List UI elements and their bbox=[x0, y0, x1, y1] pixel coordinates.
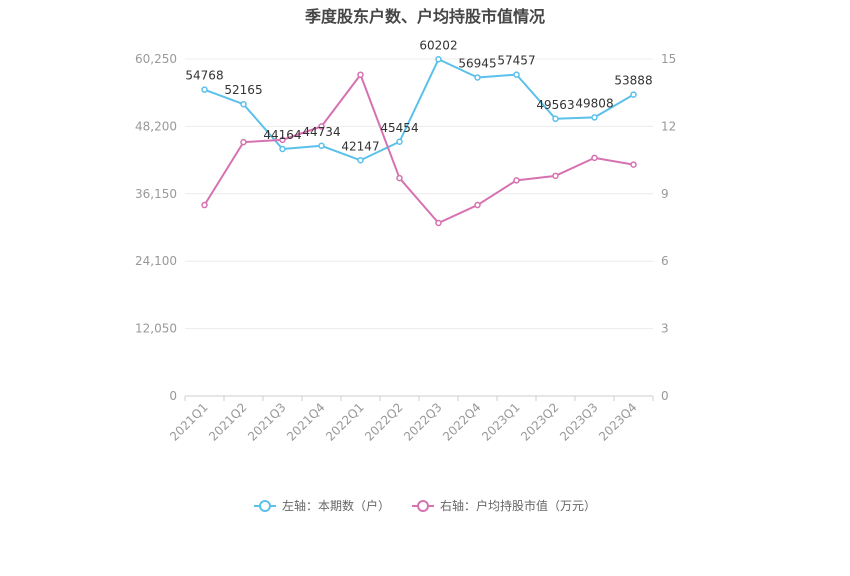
data-point[interactable] bbox=[630, 161, 637, 168]
legend-line-icon bbox=[253, 499, 276, 512]
data-point[interactable] bbox=[474, 74, 481, 81]
data-label: 42147 bbox=[341, 139, 379, 153]
data-point[interactable] bbox=[552, 172, 559, 180]
series-line-1 bbox=[203, 73, 634, 225]
data-point[interactable] bbox=[357, 71, 364, 78]
right-axis-tick-label: 3 bbox=[661, 322, 669, 336]
x-axis-tick-label: 2023Q2 bbox=[518, 400, 562, 444]
right-axis-tick-label: 15 bbox=[661, 52, 676, 66]
data-point[interactable] bbox=[591, 154, 598, 162]
data-label: 49563 bbox=[536, 98, 574, 112]
left-axis-tick-label: 24,100 bbox=[135, 254, 177, 268]
data-point[interactable] bbox=[240, 100, 247, 108]
x-axis-tick-label: 2021Q4 bbox=[284, 400, 328, 444]
data-point[interactable] bbox=[435, 56, 442, 63]
x-axis-tick-label: 2022Q3 bbox=[401, 400, 445, 444]
x-axis-tick-label: 2021Q3 bbox=[245, 400, 289, 444]
right-axis-tick-label: 6 bbox=[661, 254, 669, 268]
x-axis-tick-label: 2021Q2 bbox=[206, 400, 250, 444]
legend-label-households: 左轴：本期数（户） bbox=[281, 499, 390, 513]
data-point[interactable] bbox=[591, 114, 598, 121]
left-axis-tick-label: 60,250 bbox=[135, 52, 177, 66]
data-point[interactable] bbox=[240, 138, 247, 146]
x-axis-tick-label: 2021Q1 bbox=[167, 400, 211, 444]
left-axis-tick-label: 0 bbox=[169, 389, 177, 403]
x-axis-tick-label: 2022Q4 bbox=[440, 400, 484, 444]
left-axis-tick-label: 36,150 bbox=[135, 187, 177, 201]
left-axis-tick-label: 12,050 bbox=[135, 322, 177, 336]
data-label: 53888 bbox=[614, 74, 652, 88]
data-label: 52165 bbox=[224, 83, 262, 97]
right-axis-tick-label: 0 bbox=[661, 389, 669, 403]
data-label: 49808 bbox=[575, 96, 613, 110]
chart-title: 季度股东户数、户均持股市值情况 bbox=[304, 7, 545, 26]
data-point[interactable] bbox=[396, 138, 403, 146]
data-point[interactable] bbox=[513, 177, 520, 184]
data-point[interactable] bbox=[396, 174, 403, 182]
x-axis-tick-label: 2023Q3 bbox=[557, 400, 601, 444]
data-point[interactable] bbox=[630, 91, 637, 98]
data-label: 45454 bbox=[380, 121, 418, 135]
data-point[interactable] bbox=[318, 123, 325, 130]
legend-line-icon bbox=[412, 499, 434, 512]
data-label: 54768 bbox=[185, 69, 223, 83]
x-axis-tick-label: 2023Q4 bbox=[596, 400, 640, 444]
data-point[interactable] bbox=[201, 201, 208, 209]
data-point[interactable] bbox=[201, 86, 208, 93]
right-axis-tick-label: 9 bbox=[661, 187, 669, 201]
left-axis-tick-label: 48,200 bbox=[135, 119, 177, 133]
series-line-0 bbox=[204, 58, 635, 162]
data-label: 44734 bbox=[302, 125, 340, 139]
legend-label-market-value: 右轴：户均持股市值（万元） bbox=[440, 499, 597, 513]
data-point[interactable] bbox=[279, 145, 286, 153]
x-axis-tick-label: 2023Q1 bbox=[479, 400, 523, 444]
data-point[interactable] bbox=[279, 136, 286, 144]
x-axis-tick-label: 2022Q2 bbox=[362, 400, 406, 444]
data-point[interactable] bbox=[552, 115, 559, 123]
data-point[interactable] bbox=[318, 142, 325, 150]
data-point[interactable] bbox=[357, 157, 364, 164]
x-axis-tick-label: 2022Q1 bbox=[323, 400, 367, 444]
data-point[interactable] bbox=[474, 201, 481, 209]
data-label: 60202 bbox=[419, 38, 457, 52]
series-lines bbox=[201, 56, 637, 227]
right-axis-tick-label: 12 bbox=[661, 119, 676, 133]
data-point[interactable] bbox=[435, 219, 442, 227]
legend: 左轴：本期数（户） 右轴：户均持股市值（万元） bbox=[0, 497, 850, 514]
axes: 0 0 12,050 3 24,100 6 36,150 9 48,200 12 60,250 15 2… bbox=[135, 52, 676, 444]
data-point[interactable] bbox=[513, 71, 520, 78]
data-label: 56945 bbox=[458, 56, 496, 70]
data-label: 44164 bbox=[263, 128, 301, 142]
data-label: 57457 bbox=[497, 54, 535, 68]
legend-item-households[interactable]: 左轴：本期数（户） bbox=[253, 497, 390, 514]
legend-item-market-value[interactable]: 右轴：户均持股市值（万元） bbox=[412, 497, 596, 514]
